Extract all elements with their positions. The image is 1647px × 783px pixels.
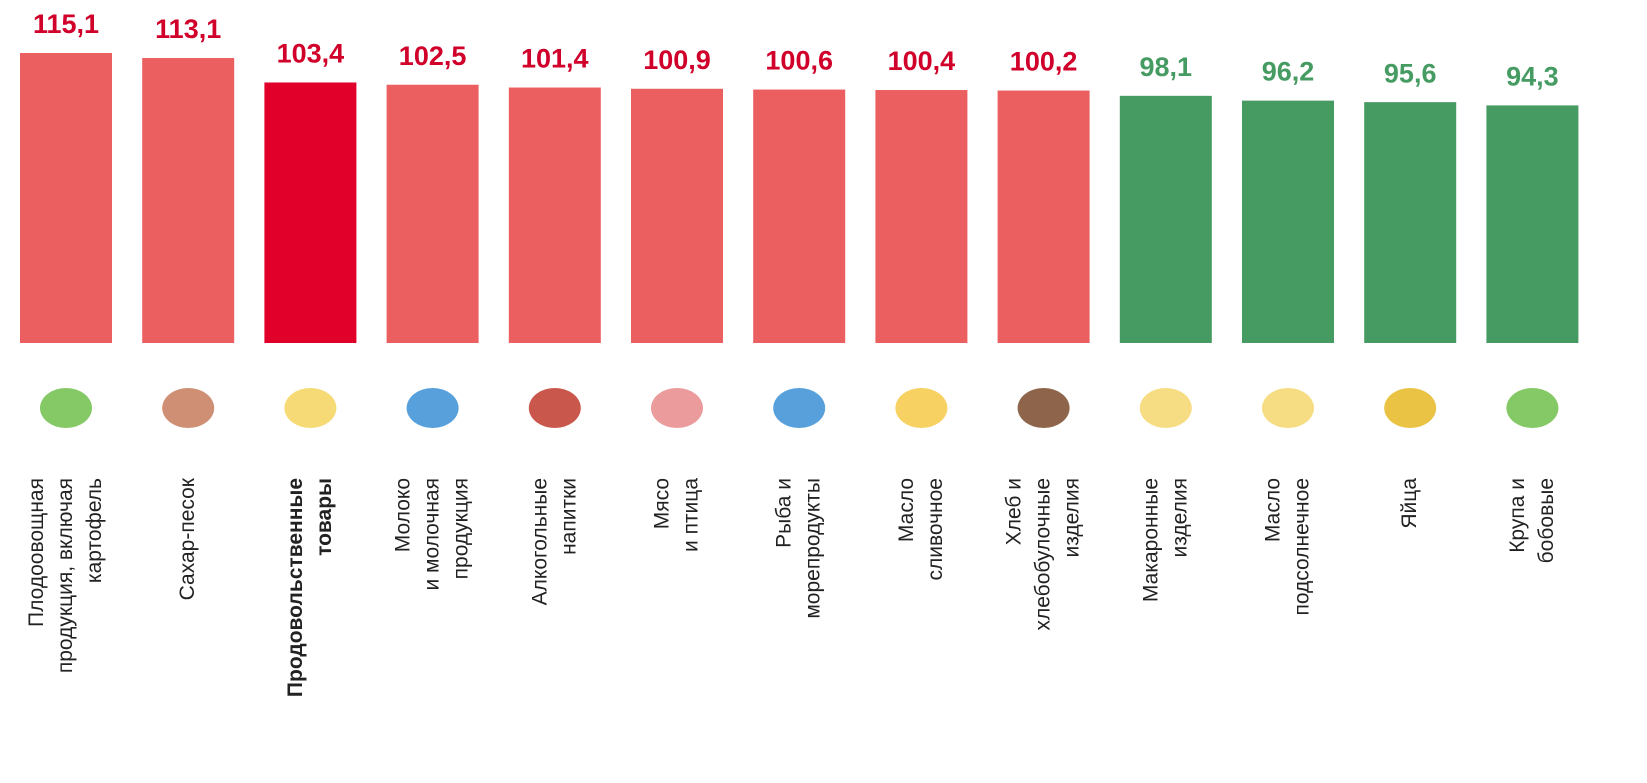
icon	[40, 388, 92, 428]
bar	[1242, 101, 1334, 343]
value-label: 113,1	[155, 14, 221, 44]
icon	[895, 388, 947, 428]
value-label: 101,4	[521, 44, 589, 74]
bar	[753, 90, 845, 343]
icon	[1140, 388, 1192, 428]
bar	[631, 89, 723, 343]
icon	[162, 388, 214, 428]
bar	[20, 53, 112, 343]
value-label: 100,9	[643, 45, 711, 75]
value-label: 95,6	[1384, 58, 1437, 88]
x-tick-label: Яйца	[1398, 478, 1421, 529]
value-label: 98,1	[1140, 52, 1193, 82]
icon	[1384, 388, 1436, 428]
value-label: 100,6	[765, 46, 833, 76]
value-label: 102,5	[399, 41, 467, 71]
icon	[1506, 388, 1558, 428]
value-label: 103,4	[277, 39, 345, 69]
icon	[1262, 388, 1314, 428]
bar	[1120, 96, 1212, 343]
value-label: 100,2	[1010, 47, 1078, 77]
icon	[529, 388, 581, 428]
bar	[142, 58, 234, 343]
bar	[998, 91, 1090, 343]
icon	[1018, 388, 1070, 428]
value-label: 96,2	[1262, 57, 1315, 87]
icon	[651, 388, 703, 428]
value-label: 115,1	[33, 9, 99, 39]
icon	[773, 388, 825, 428]
bar	[509, 88, 601, 343]
bar	[387, 85, 479, 343]
icon	[284, 388, 336, 428]
bar	[1364, 102, 1456, 343]
chart: 115,1 Плодоовощнаяпродукция, включаякарто…	[0, 0, 1647, 783]
bar	[264, 82, 356, 343]
bar	[1486, 105, 1578, 343]
x-tick-label: Сахар-песок	[176, 477, 199, 600]
value-label: 100,4	[888, 46, 956, 76]
bar	[875, 90, 967, 343]
value-label: 94,3	[1506, 62, 1559, 92]
icon	[407, 388, 459, 428]
